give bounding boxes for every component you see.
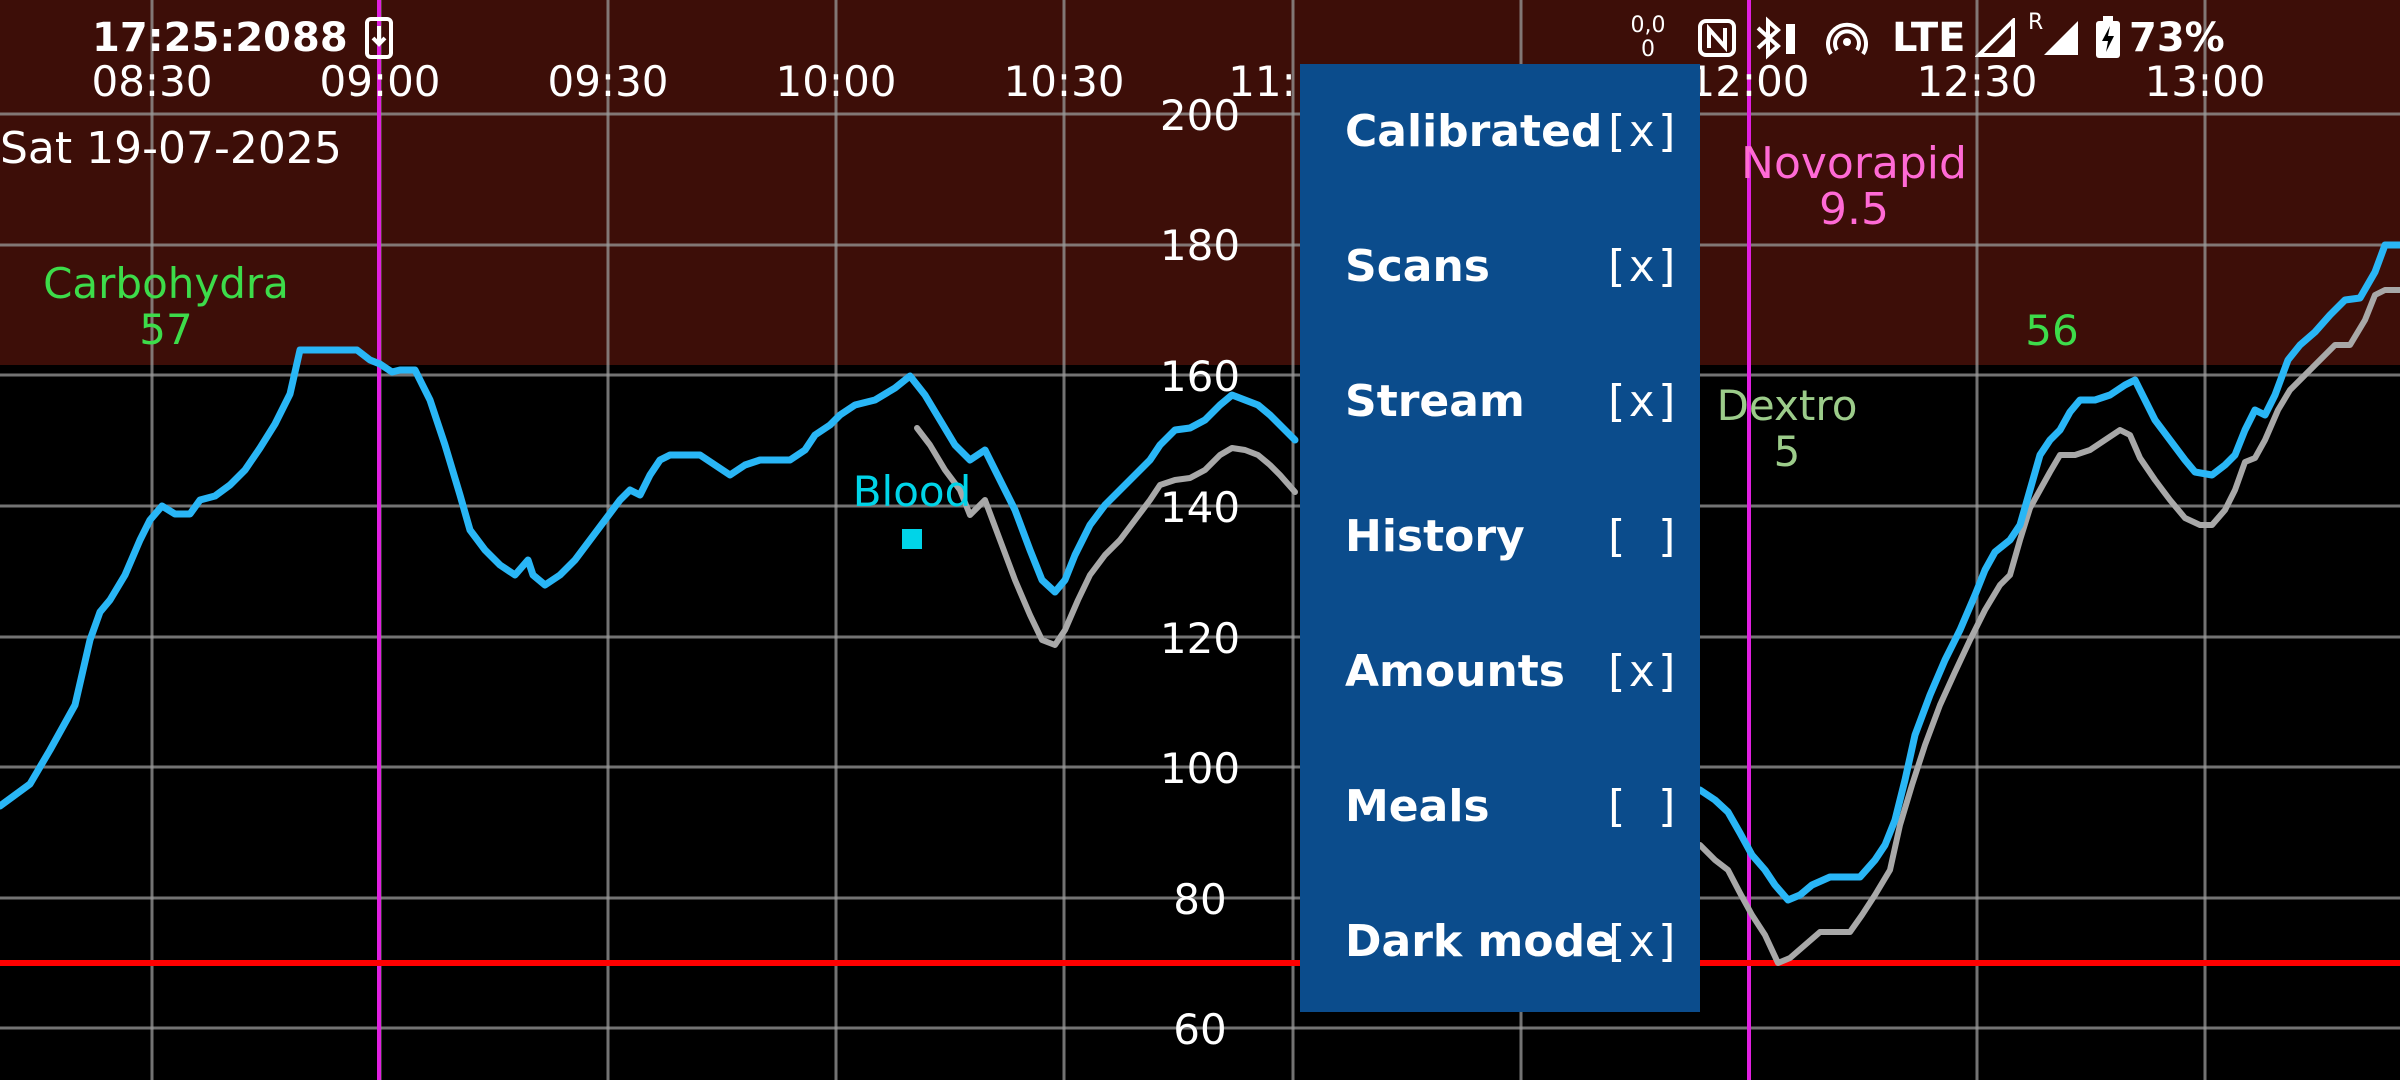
x-axis-time-label: 12:00 (1688, 57, 1809, 106)
x-axis-time-label: 11: (1228, 57, 1296, 106)
calibrated-glucose-line (914, 425, 1298, 648)
high-range-zone (0, 0, 2400, 365)
menu-item-stream[interactable]: Stream [x] (1300, 334, 1700, 469)
x-axis-time-label: 09:00 (319, 57, 440, 106)
y-axis-label: 80 (1173, 875, 1226, 924)
x-axis-time-label: 10:30 (1003, 57, 1124, 106)
menu-item-checkbox[interactable]: [x] (1602, 916, 1682, 967)
y-axis-label: 160 (1160, 352, 1240, 401)
menu-item-label: Scans (1345, 241, 1490, 292)
y-axis-label: 200 (1160, 91, 1240, 140)
dextro-value: 5 (1774, 427, 1801, 476)
menu-item-checkbox[interactable]: [ ] (1602, 781, 1682, 832)
date-label: Sat 19-07-2025 (0, 123, 342, 174)
dextro-label: Dextro (1717, 381, 1858, 430)
carbs2-value: 56 (2025, 306, 2078, 355)
menu-item-calibrated[interactable]: Calibrated [x] (1300, 64, 1700, 199)
x-axis-time-label: 09:30 (547, 57, 668, 106)
stream-glucose-line (1696, 241, 2400, 904)
menu-item-meals[interactable]: Meals [ ] (1300, 739, 1700, 874)
menu-item-amounts[interactable]: Amounts [x] (1300, 604, 1700, 739)
x-axis-time-labels: 08:30 09:00 09:30 10:00 10:30 11: 12:00 12:30 13… (91, 57, 2265, 106)
calibrated-glucose-line (1697, 287, 2400, 966)
x-axis-time-label: 08:30 (91, 57, 212, 106)
menu-item-label: Dark mode (1345, 916, 1615, 967)
display-options-menu: Calibrated [x] Scans [x] Stream [x] History[ ]… (1300, 64, 1700, 1012)
menu-item-label: History (1345, 511, 1525, 562)
y-axis-label: 120 (1160, 614, 1240, 663)
menu-item-checkbox[interactable]: [ ] (1602, 511, 1682, 562)
menu-item-label: Stream (1345, 376, 1525, 427)
menu-item-history[interactable]: History [ ] (1300, 469, 1700, 604)
y-axis-labels: 200 180 160 140 120 100 80 60 (1160, 91, 1240, 1054)
blood-label: Blood (853, 467, 972, 516)
y-axis-label: 100 (1160, 744, 1240, 793)
stream-glucose-line (0, 346, 1299, 810)
menu-item-label: Meals (1345, 781, 1490, 832)
x-axis-time-label: 12:30 (1916, 57, 2037, 106)
blood-measurement-marker (902, 529, 922, 549)
insulin-markers (377, 0, 1751, 1080)
x-axis-time-label: 13:00 (2144, 57, 2265, 106)
menu-item-checkbox[interactable]: [x] (1602, 646, 1682, 697)
y-axis-label: 60 (1173, 1005, 1226, 1054)
menu-item-dark-mode[interactable]: Dark mode [x] (1300, 874, 1700, 1009)
x-axis-time-label: 10:00 (775, 57, 896, 106)
insulin-value: 9.5 (1819, 184, 1889, 235)
menu-item-scans[interactable]: Scans [x] (1300, 199, 1700, 334)
y-axis-label: 180 (1160, 221, 1240, 270)
menu-item-checkbox[interactable]: [x] (1602, 241, 1682, 292)
menu-item-label: Amounts (1345, 646, 1565, 697)
carbs-label: Carbohydra (43, 259, 289, 308)
insulin-label: Novorapid (1741, 138, 1967, 189)
menu-item-checkbox[interactable]: [x] (1602, 376, 1682, 427)
y-axis-label: 140 (1160, 483, 1240, 532)
menu-item-checkbox[interactable]: [x] (1602, 106, 1682, 157)
menu-item-label: Calibrated (1345, 106, 1603, 157)
carbs-value: 57 (139, 305, 192, 354)
